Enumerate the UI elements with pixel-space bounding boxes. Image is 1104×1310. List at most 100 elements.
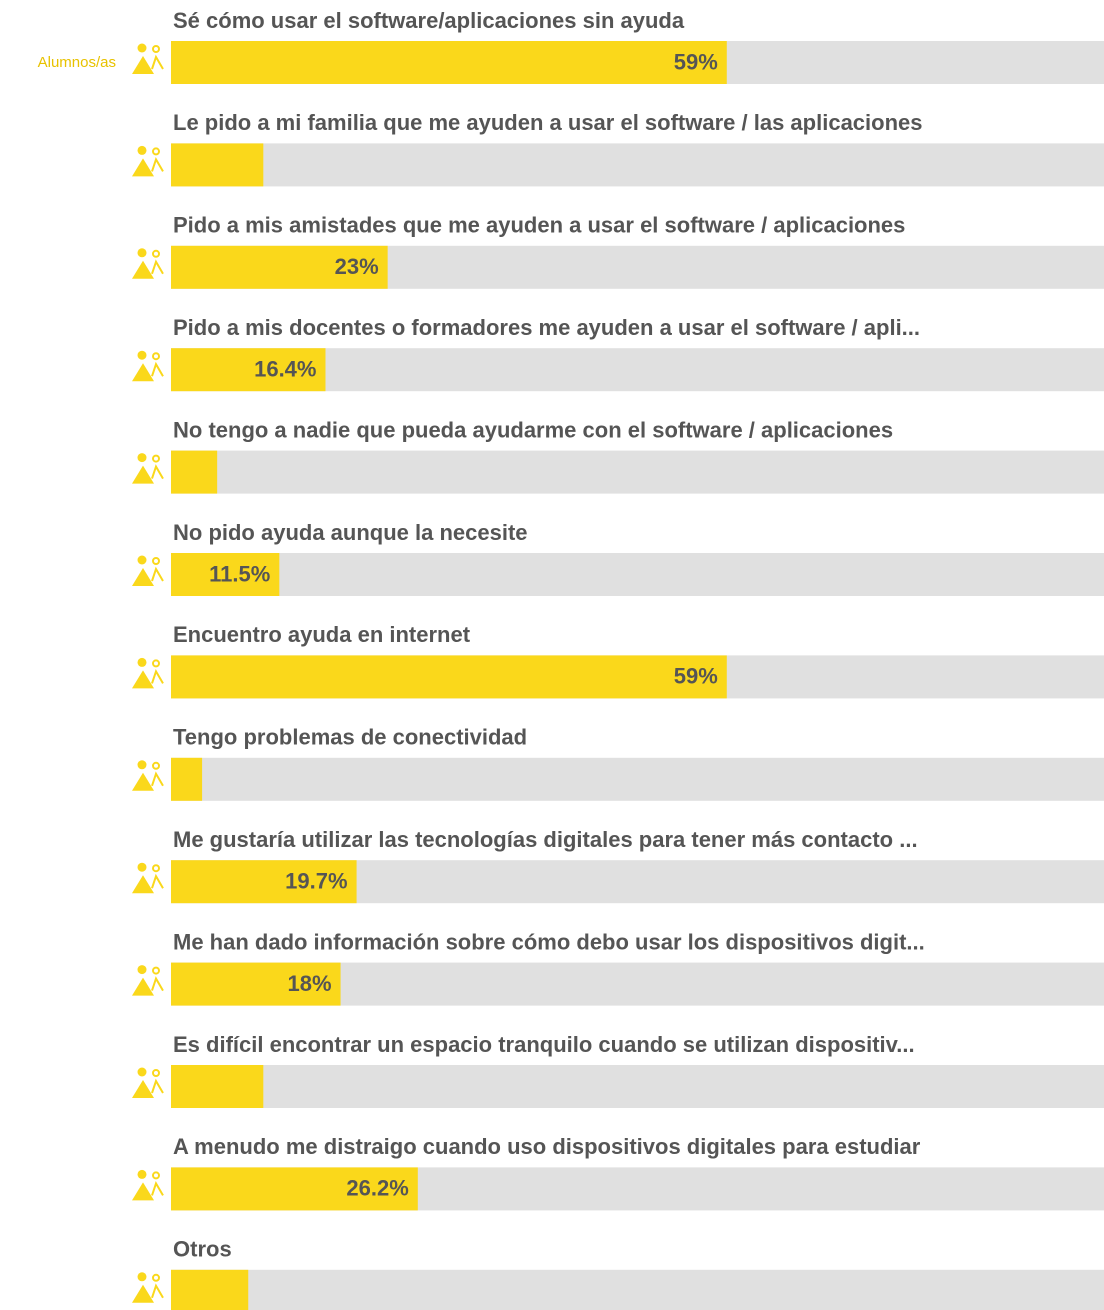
icon-body xyxy=(151,1078,164,1094)
icon xyxy=(132,453,164,484)
icon-body xyxy=(132,56,154,74)
icon-body xyxy=(132,1284,154,1303)
icon xyxy=(132,965,164,996)
category-label: Pido a mis amistades que me ayuden a usa… xyxy=(173,213,905,238)
icon-body xyxy=(151,976,164,992)
icon-head xyxy=(137,760,147,770)
icon-body xyxy=(132,465,154,484)
icon-head xyxy=(152,659,160,668)
icon-body xyxy=(151,1283,164,1299)
icon-head xyxy=(152,1069,160,1077)
bar xyxy=(171,143,264,187)
icon-head xyxy=(137,1169,147,1179)
category-label: Es difícil encontrar un espacio tranquil… xyxy=(173,1032,915,1057)
icon-body xyxy=(132,363,154,382)
value-label: 23% xyxy=(335,254,379,279)
category-label: A menudo me distraigo cuando uso disposi… xyxy=(173,1134,921,1159)
category-label: Me han dado información sobre cómo debo … xyxy=(173,929,925,954)
bar xyxy=(171,348,326,392)
category-label: Me gustaría utilizar las tecnologías dig… xyxy=(173,827,918,852)
icon-head xyxy=(137,453,147,463)
bar xyxy=(171,1167,418,1211)
icon-head xyxy=(152,454,160,463)
icon-head xyxy=(152,352,160,361)
icon-body xyxy=(151,566,164,582)
icon xyxy=(132,555,164,586)
icon-body xyxy=(132,1182,154,1201)
icon-body xyxy=(151,361,164,377)
icon-head xyxy=(137,43,147,53)
icon-head xyxy=(152,45,160,53)
icon-body xyxy=(151,464,164,480)
value-label: 59% xyxy=(674,664,718,689)
icon-head xyxy=(137,248,147,258)
icon-head xyxy=(137,965,147,975)
icon-head xyxy=(152,1171,160,1180)
icon-body xyxy=(151,1180,164,1196)
category-label: Pido a mis docentes o formadores me ayud… xyxy=(173,315,920,340)
icon-head xyxy=(137,350,147,360)
value-label: 16.4% xyxy=(254,357,316,382)
icon-body xyxy=(132,772,154,791)
icon-body xyxy=(132,670,154,689)
category-label: Otros xyxy=(173,1237,232,1262)
icon-body xyxy=(151,259,164,275)
bar-track xyxy=(171,757,1104,801)
bar-track xyxy=(171,348,1104,392)
bar xyxy=(171,757,203,801)
icon-body xyxy=(132,1080,154,1098)
icon-head xyxy=(152,864,160,873)
category-label: No tengo a nadie que pueda ayudarme con … xyxy=(173,417,893,442)
icon-body xyxy=(132,568,154,586)
icon-head xyxy=(152,147,160,156)
icon xyxy=(132,657,164,689)
bar xyxy=(171,655,727,699)
value-label: 19.7% xyxy=(285,869,347,894)
icon xyxy=(132,1272,164,1303)
category-label: No pido ayuda aunque la necesite xyxy=(173,520,528,545)
icon-body xyxy=(151,156,164,172)
icon-body xyxy=(132,875,154,894)
value-label: 18% xyxy=(288,971,332,996)
icon-head xyxy=(137,862,147,872)
icon xyxy=(132,145,164,177)
icon-head xyxy=(152,249,160,258)
category-label: Encuentro ayuda en internet xyxy=(173,622,471,647)
icon-body xyxy=(132,260,154,279)
bar-track xyxy=(171,143,1104,187)
icon-head xyxy=(152,966,160,975)
icon-body xyxy=(151,668,164,684)
bar xyxy=(171,553,280,596)
bar-track xyxy=(171,450,1104,494)
value-label: 59% xyxy=(674,49,718,74)
category-label: Tengo problemas de conectividad xyxy=(173,725,527,750)
bar-track xyxy=(171,1269,1104,1310)
value-label: 11.5% xyxy=(209,561,270,586)
icon-head xyxy=(137,1067,147,1077)
category-label: Le pido a mi familia que me ayuden a usa… xyxy=(173,110,923,135)
bar xyxy=(171,245,388,289)
icon-body xyxy=(151,873,164,889)
bar xyxy=(171,41,727,84)
bar xyxy=(171,1269,249,1310)
bar-track xyxy=(171,1065,1104,1108)
icon xyxy=(132,1169,164,1201)
category-label: Sé cómo usar el software/aplicaciones si… xyxy=(173,8,685,33)
icon-body xyxy=(132,977,154,996)
bar xyxy=(171,860,357,904)
icon-body xyxy=(132,158,154,177)
icon-head xyxy=(152,1273,160,1282)
bar xyxy=(171,1065,264,1108)
legend-label: Alumnos/as xyxy=(38,54,116,71)
icon-head xyxy=(137,1272,147,1282)
icon-head xyxy=(137,145,147,155)
icon-body xyxy=(151,771,164,787)
icon xyxy=(132,1067,164,1098)
bar xyxy=(171,450,218,494)
icon-head xyxy=(152,761,160,770)
bar xyxy=(171,962,341,1006)
icon-head xyxy=(137,657,147,667)
icon-body xyxy=(151,54,164,70)
icon-head xyxy=(137,555,147,565)
